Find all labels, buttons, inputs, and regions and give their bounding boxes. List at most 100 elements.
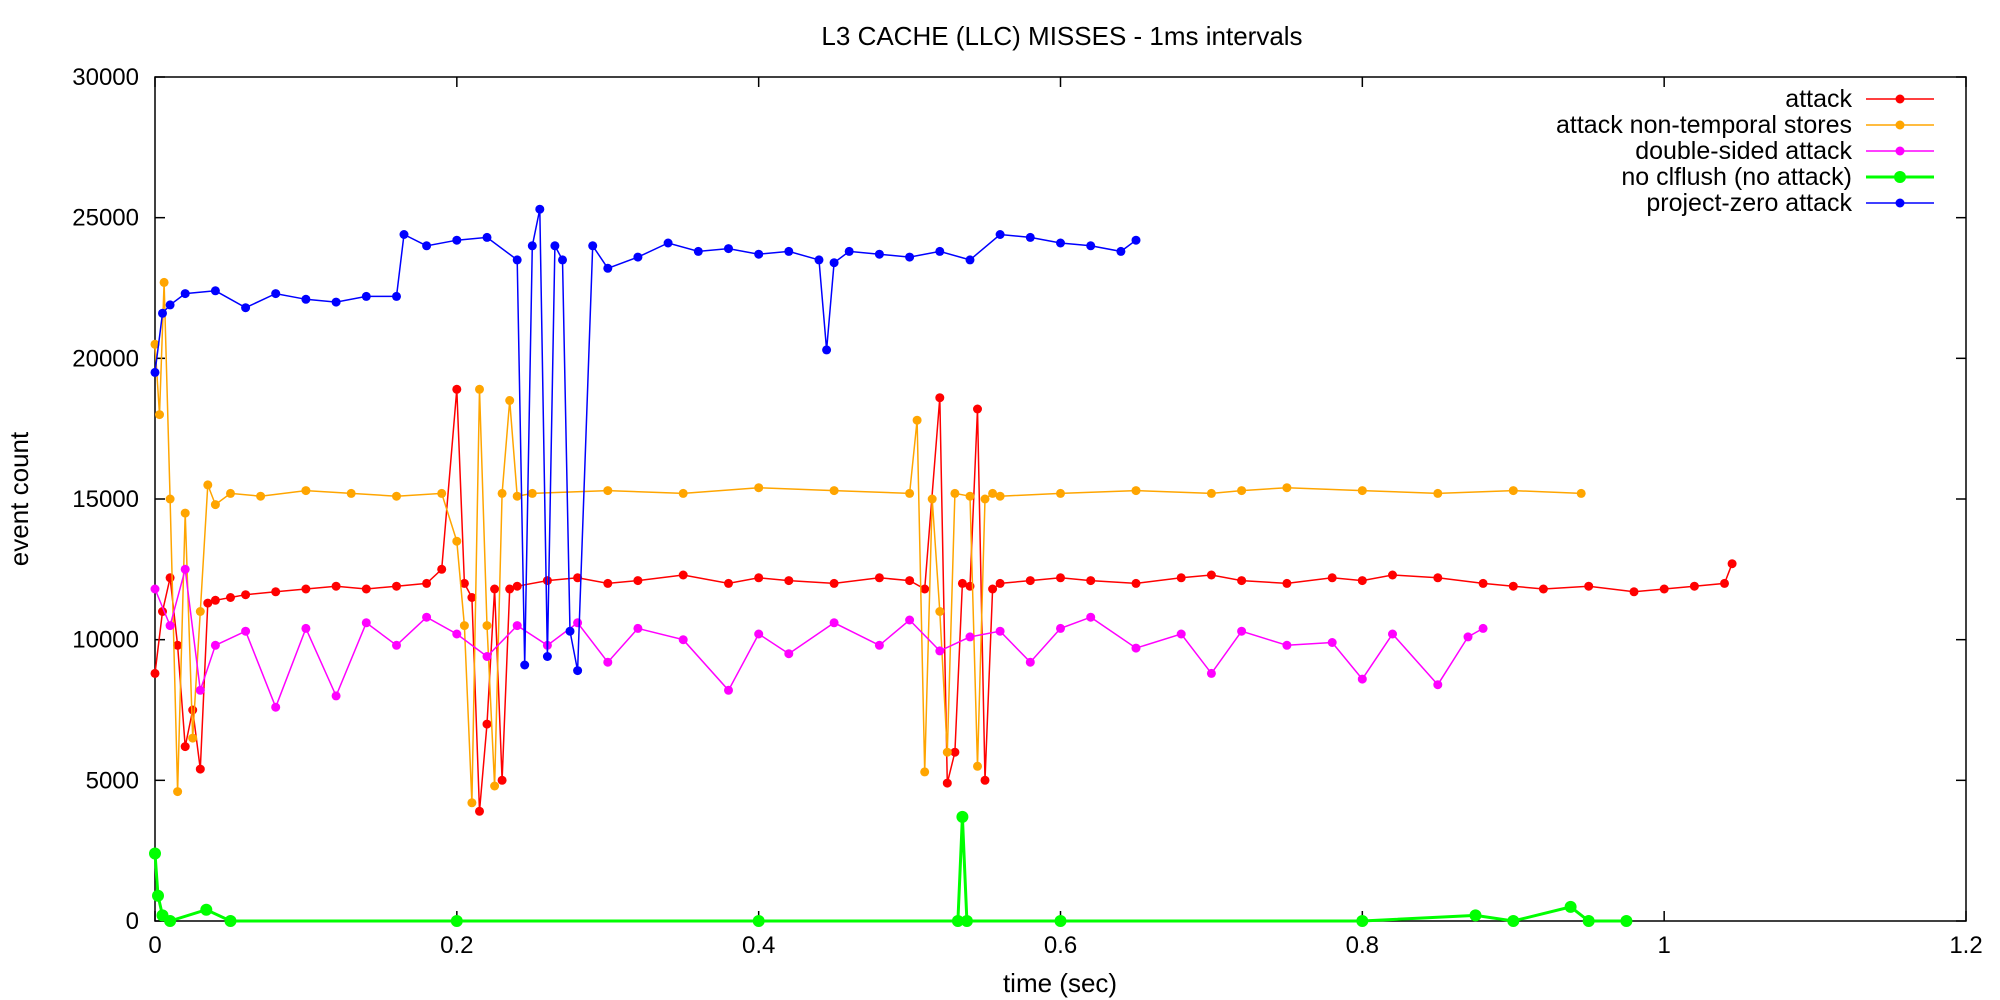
chart-title: L3 CACHE (LLC) MISSES - 1ms intervals (821, 21, 1302, 51)
data-point (1388, 570, 1397, 580)
data-point (542, 576, 552, 586)
data-point (1689, 581, 1699, 591)
data-point (942, 747, 952, 757)
y-axis-title: event count (4, 431, 34, 566)
data-point (1086, 612, 1096, 622)
data-point (361, 618, 371, 628)
data-point (452, 384, 462, 394)
data-point (497, 775, 507, 785)
x-axis-title: time (sec) (1003, 968, 1117, 998)
data-point (195, 685, 205, 695)
data-point (271, 702, 281, 712)
data-point (724, 685, 733, 695)
data-point (995, 230, 1005, 239)
data-point (980, 494, 990, 504)
data-point (452, 536, 462, 546)
data-point (920, 767, 930, 777)
data-point (965, 255, 975, 265)
data-point (1237, 576, 1247, 586)
data-point (392, 581, 401, 591)
data-point (490, 584, 500, 594)
data-point (814, 255, 824, 265)
data-point (1056, 573, 1065, 583)
data-point (950, 747, 960, 757)
data-point (422, 578, 432, 588)
data-point (301, 486, 311, 496)
data-point (912, 415, 922, 425)
data-point (678, 635, 688, 645)
data-point (920, 584, 930, 594)
data-point (520, 660, 530, 670)
data-point (165, 300, 175, 310)
x-axis-ticks: 0 0.2 0.4 0.6 0.8 1 1.2 (148, 77, 1983, 959)
data-point (950, 488, 960, 498)
data-point (633, 252, 643, 262)
data-point (829, 618, 839, 628)
data-point (482, 652, 492, 661)
data-point (663, 238, 673, 248)
data-point (1327, 573, 1337, 583)
data-point (1659, 584, 1669, 594)
data-point (754, 629, 764, 639)
data-point (1086, 576, 1096, 586)
data-point (512, 491, 522, 501)
data-point (482, 232, 492, 242)
data-point (874, 249, 884, 259)
data-point (1206, 668, 1216, 678)
data-point (935, 246, 945, 256)
data-point (512, 255, 522, 265)
data-point (784, 246, 794, 256)
data-point (927, 494, 937, 504)
data-point (1237, 626, 1247, 636)
data-point (361, 584, 371, 594)
y-tick-label: 30000 (72, 64, 139, 91)
data-point (512, 621, 522, 631)
data-point (165, 573, 175, 583)
data-point (1025, 576, 1035, 586)
y-tick-label: 20000 (72, 345, 139, 372)
data-point (1584, 581, 1594, 591)
data-point (301, 623, 311, 633)
data-point (573, 666, 583, 676)
data-point (158, 308, 167, 318)
x-tick-label: 1.2 (1949, 932, 1982, 959)
data-point (150, 584, 160, 594)
y-tick-label: 15000 (72, 486, 139, 513)
data-point (965, 632, 975, 642)
data-point (210, 595, 220, 605)
data-point (1237, 486, 1247, 496)
data-point (874, 573, 884, 583)
data-point (1206, 488, 1216, 498)
data-point (1469, 909, 1482, 922)
data-point (988, 584, 998, 594)
data-point (165, 621, 175, 631)
data-point (724, 244, 733, 254)
data-point (200, 903, 213, 916)
data-point (422, 241, 432, 251)
data-point (1282, 483, 1292, 493)
data-point (1463, 632, 1473, 642)
data-point (965, 491, 975, 501)
data-point (188, 705, 198, 715)
data-point (467, 798, 477, 808)
data-point (226, 488, 235, 498)
data-point (603, 263, 613, 273)
data-point (724, 578, 733, 588)
data-point (1282, 578, 1292, 588)
data-point (995, 626, 1005, 636)
data-point (784, 649, 794, 659)
data-point (203, 598, 213, 608)
data-point (150, 339, 160, 349)
legend-label: attack non-temporal stores (1556, 111, 1852, 139)
data-point (226, 593, 235, 602)
x-tick-label: 0 (148, 932, 161, 959)
series-line (153, 816, 1627, 923)
data-point (1720, 578, 1729, 588)
legend-marker (1894, 171, 1906, 183)
data-point (159, 277, 169, 287)
data-point (829, 486, 839, 496)
data-point (180, 508, 190, 518)
data-point (829, 258, 839, 268)
data-point (301, 294, 311, 304)
